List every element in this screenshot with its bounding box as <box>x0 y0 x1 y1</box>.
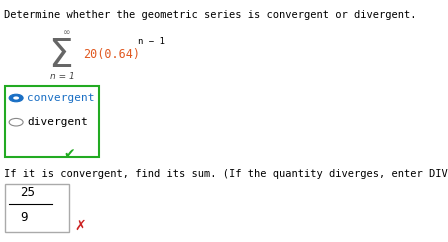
Bar <box>5 184 69 232</box>
Text: n = 1: n = 1 <box>50 72 75 81</box>
Circle shape <box>9 118 23 126</box>
Bar <box>5 86 99 157</box>
Text: 9: 9 <box>20 211 28 224</box>
Text: divergent: divergent <box>27 117 88 127</box>
Text: 20(0.64): 20(0.64) <box>83 48 140 61</box>
Circle shape <box>9 94 23 102</box>
Text: 25: 25 <box>20 186 35 199</box>
Text: ✔: ✔ <box>64 147 75 161</box>
Text: $\Sigma$: $\Sigma$ <box>48 37 73 75</box>
Text: convergent: convergent <box>27 93 95 103</box>
Text: ✗: ✗ <box>74 219 86 233</box>
Text: Determine whether the geometric series is convergent or divergent.: Determine whether the geometric series i… <box>4 10 417 20</box>
Text: ∞: ∞ <box>63 28 70 37</box>
Text: If it is convergent, find its sum. (If the quantity diverges, enter DIVERGES.): If it is convergent, find its sum. (If t… <box>4 169 448 179</box>
Text: n − 1: n − 1 <box>138 37 165 46</box>
Circle shape <box>13 96 19 100</box>
